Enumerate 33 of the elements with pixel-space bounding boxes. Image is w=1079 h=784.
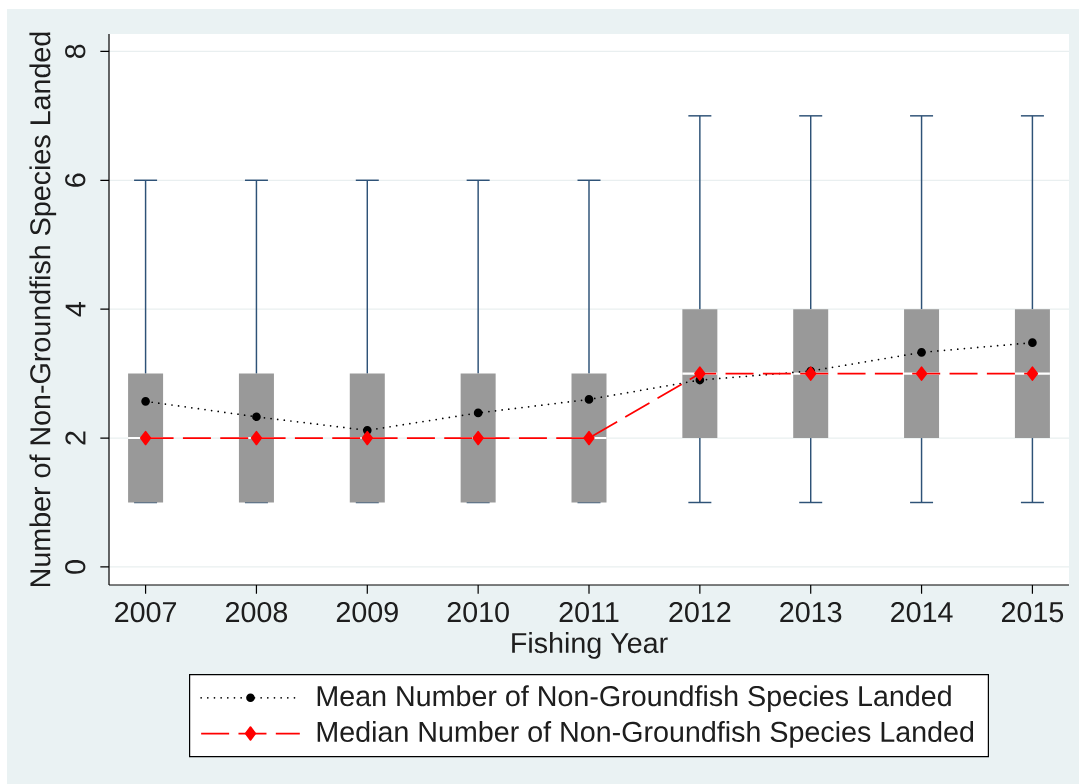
x-tick-label: 2014 xyxy=(891,601,953,623)
point xyxy=(250,430,263,446)
point xyxy=(139,430,152,446)
y-tick-label: 0 xyxy=(65,560,86,574)
point xyxy=(1028,338,1037,348)
x-tick-label: 2012 xyxy=(669,601,731,623)
point xyxy=(915,366,928,381)
y-tick-label: 8 xyxy=(65,44,86,59)
legend-label: Median Number of Non-Groundfish Species Landed xyxy=(317,720,974,748)
x-tick-label: 2009 xyxy=(336,601,398,623)
point xyxy=(1026,366,1039,381)
point xyxy=(361,430,373,446)
x-tick-label: 2015 xyxy=(1001,601,1064,623)
y-tick-label: 6 xyxy=(65,173,86,187)
point xyxy=(583,430,595,446)
y-tick-label: 4 xyxy=(65,302,86,317)
x-tick-label: 2013 xyxy=(780,601,842,623)
x-tick-label: 2011 xyxy=(559,601,619,623)
point xyxy=(472,430,484,446)
x-axis-title: Fishing Year xyxy=(512,632,668,659)
y-tick-label: 2 xyxy=(65,431,86,445)
point xyxy=(694,366,706,381)
x-tick-label: 2007 xyxy=(115,601,177,623)
x-tick-label: 2008 xyxy=(226,601,288,623)
point xyxy=(252,412,261,422)
point xyxy=(805,366,817,381)
point xyxy=(584,395,594,404)
point xyxy=(917,348,926,357)
point xyxy=(141,396,150,406)
x-tick-label: 2010 xyxy=(447,601,509,623)
legend-label: Mean Number of Non-Groundfish Species Landed xyxy=(317,685,951,712)
y-axis-title: Number of Non-Groundfish Species Landed xyxy=(29,32,57,587)
point xyxy=(473,408,483,418)
